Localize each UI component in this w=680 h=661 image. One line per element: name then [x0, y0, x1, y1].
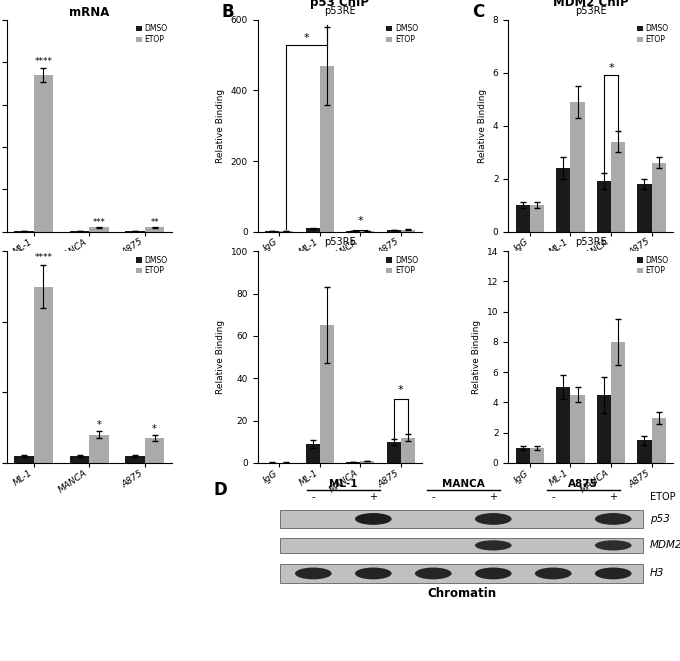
Text: p53: p53	[650, 514, 670, 524]
Bar	[597, 395, 611, 463]
Text: *: *	[97, 420, 101, 430]
Y-axis label: Relative Binding: Relative Binding	[216, 89, 225, 163]
Text: ETOP: ETOP	[650, 492, 675, 502]
Bar	[360, 461, 375, 463]
Text: p53RE: p53RE	[575, 237, 607, 247]
Text: ***: ***	[92, 217, 105, 227]
Text: -: -	[551, 492, 555, 502]
Text: +: +	[490, 492, 497, 502]
Bar	[401, 438, 415, 463]
Bar	[346, 462, 360, 463]
Text: MANCA: MANCA	[442, 479, 485, 489]
Bar	[320, 65, 334, 231]
Text: ****: ****	[35, 253, 52, 262]
Bar	[145, 227, 165, 231]
Text: *: *	[304, 33, 309, 43]
Legend: DMSO, ETOP: DMSO, ETOP	[386, 24, 419, 45]
Legend: DMSO, ETOP: DMSO, ETOP	[135, 255, 168, 276]
Bar	[597, 181, 611, 231]
Ellipse shape	[595, 540, 632, 551]
Text: H3: H3	[650, 568, 664, 578]
Text: *: *	[608, 63, 614, 73]
Ellipse shape	[475, 513, 511, 525]
Y-axis label: Relative Binding: Relative Binding	[216, 320, 225, 394]
Bar	[651, 163, 666, 231]
Text: +: +	[369, 492, 377, 502]
Ellipse shape	[415, 568, 452, 579]
Bar	[651, 418, 666, 463]
Bar	[280, 510, 643, 528]
Text: ****: ****	[35, 57, 52, 65]
Text: D: D	[213, 481, 227, 499]
Text: p53RE: p53RE	[324, 5, 356, 16]
Bar	[320, 325, 334, 463]
Ellipse shape	[295, 568, 332, 579]
Text: C: C	[472, 3, 484, 21]
Bar	[556, 168, 571, 231]
Text: MDM2: MDM2	[650, 541, 680, 551]
Legend: DMSO, ETOP: DMSO, ETOP	[386, 255, 419, 276]
Ellipse shape	[355, 568, 392, 579]
Ellipse shape	[535, 568, 572, 579]
Bar	[571, 395, 585, 463]
Bar	[556, 387, 571, 463]
Bar	[125, 456, 145, 463]
Bar	[611, 342, 625, 463]
Bar	[34, 75, 53, 231]
Bar	[280, 564, 643, 582]
Bar	[637, 184, 651, 231]
Y-axis label: Relative Binding: Relative Binding	[478, 89, 488, 163]
Text: *: *	[152, 424, 157, 434]
Title: p53 ChIP: p53 ChIP	[311, 0, 369, 9]
Y-axis label: Relative Binding: Relative Binding	[473, 320, 481, 394]
Text: Chromatin: Chromatin	[427, 587, 496, 600]
Text: -: -	[311, 492, 315, 502]
Bar	[89, 435, 109, 463]
Bar	[280, 537, 643, 553]
Bar	[145, 438, 165, 463]
Ellipse shape	[475, 568, 511, 579]
Bar	[637, 440, 651, 463]
Text: p53RE: p53RE	[324, 237, 356, 247]
Bar	[305, 444, 320, 463]
Text: +: +	[609, 492, 617, 502]
Bar	[89, 227, 109, 231]
Bar	[571, 102, 585, 231]
Text: B: B	[221, 3, 234, 21]
Ellipse shape	[595, 513, 632, 525]
Ellipse shape	[355, 513, 392, 525]
Title: MDM2 ChIP: MDM2 ChIP	[553, 0, 628, 9]
Bar	[401, 229, 415, 231]
Bar	[305, 228, 320, 231]
Bar	[611, 141, 625, 231]
Bar	[515, 205, 530, 231]
Text: *: *	[358, 216, 363, 226]
Bar	[515, 448, 530, 463]
Bar	[530, 448, 544, 463]
Bar	[387, 442, 401, 463]
Text: -: -	[432, 492, 435, 502]
Bar	[34, 286, 53, 463]
Text: *: *	[398, 385, 404, 395]
Bar	[70, 456, 89, 463]
Ellipse shape	[475, 540, 511, 551]
Text: p53RE: p53RE	[575, 5, 607, 16]
Bar	[530, 205, 544, 231]
Text: **: **	[150, 217, 159, 227]
Text: ML-1: ML-1	[329, 479, 358, 489]
Legend: DMSO, ETOP: DMSO, ETOP	[636, 255, 669, 276]
Bar	[14, 456, 34, 463]
Text: A875: A875	[568, 479, 598, 489]
Bar	[387, 230, 401, 231]
Ellipse shape	[595, 568, 632, 579]
Legend: DMSO, ETOP: DMSO, ETOP	[636, 24, 669, 45]
Title: mRNA: mRNA	[69, 6, 109, 19]
Legend: DMSO, ETOP: DMSO, ETOP	[135, 24, 168, 45]
